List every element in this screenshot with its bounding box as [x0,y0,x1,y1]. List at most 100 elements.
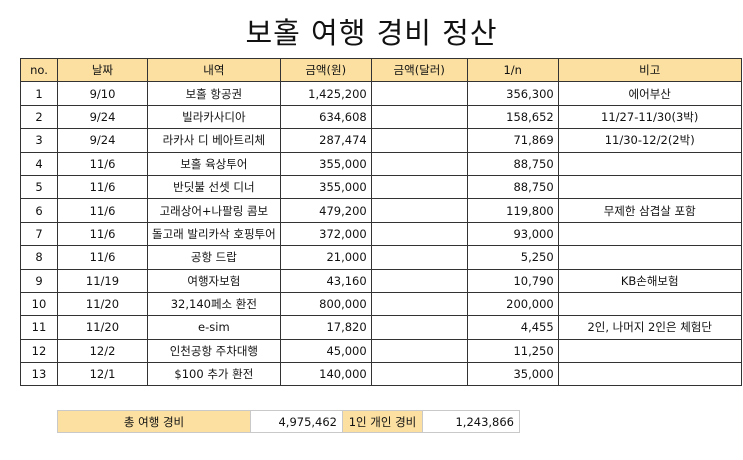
row-date[interactable]: 9/24 [57,104,148,130]
row-amount-usd[interactable] [370,268,468,293]
row-per-person[interactable]: 5,250 [466,245,559,270]
row-note[interactable] [557,151,742,176]
row-description[interactable]: 보홀 육상투어 [147,151,281,176]
row-no[interactable]: 10 [20,291,58,317]
row-amount-usd[interactable] [370,151,468,176]
row-amount-krw[interactable]: 372,000 [279,221,372,247]
row-amount-usd[interactable] [370,315,468,340]
row-amount-krw[interactable]: 479,200 [279,198,372,223]
row-amount-usd[interactable] [370,362,468,387]
row-no[interactable]: 8 [20,245,58,270]
row-note[interactable]: 2인, 나머지 2인은 체험단 [557,315,742,340]
row-date[interactable]: 11/6 [57,151,148,176]
row-no[interactable]: 12 [20,338,58,364]
row-description[interactable]: 고래상어+나팔링 콤보 [147,198,281,223]
row-no[interactable]: 6 [20,198,58,223]
row-amount-krw[interactable]: 355,000 [279,151,372,176]
row-per-person[interactable]: 158,652 [466,104,559,130]
row-date[interactable]: 11/20 [57,315,148,340]
row-amount-krw[interactable]: 355,000 [279,174,372,200]
row-amount-krw[interactable]: 140,000 [279,362,372,387]
row-per-person[interactable]: 119,800 [466,198,559,223]
row-date[interactable]: 11/6 [57,198,148,223]
row-per-person[interactable]: 11,250 [466,338,559,364]
row-description[interactable]: 여행자보험 [147,268,281,293]
per-person-expense-value[interactable]: 1,243,866 [422,410,520,433]
header-per-person[interactable]: 1/n [466,57,559,83]
row-description[interactable]: $100 추가 환전 [147,362,281,387]
row-date[interactable]: 11/19 [57,268,148,293]
row-note[interactable]: 11/27-11/30(3박) [557,104,742,130]
row-no[interactable]: 3 [20,128,58,153]
row-amount-usd[interactable] [370,128,468,153]
row-no[interactable]: 1 [20,81,58,106]
row-per-person[interactable]: 356,300 [466,81,559,106]
row-amount-krw[interactable]: 1,425,200 [279,81,372,106]
row-per-person[interactable]: 93,000 [466,221,559,247]
row-note[interactable]: 무제한 삼겹살 포함 [557,198,742,223]
row-amount-usd[interactable] [370,174,468,200]
row-note[interactable] [557,338,742,364]
row-no[interactable]: 2 [20,104,58,130]
row-no[interactable]: 7 [20,221,58,247]
header-description[interactable]: 내역 [147,57,281,83]
row-no[interactable]: 4 [20,151,58,176]
row-date[interactable]: 11/20 [57,291,148,317]
row-amount-krw[interactable]: 21,000 [279,245,372,270]
header-no[interactable]: no. [20,57,58,83]
row-note[interactable] [557,245,742,270]
row-per-person[interactable]: 35,000 [466,362,559,387]
per-person-expense-label[interactable]: 1인 개인 경비 [342,410,423,433]
row-date[interactable]: 11/6 [57,174,148,200]
header-amount-usd[interactable]: 금액(달러) [370,57,468,83]
total-expense-label[interactable]: 총 여행 경비 [57,410,251,433]
row-amount-usd[interactable] [370,198,468,223]
row-amount-usd[interactable] [370,338,468,364]
row-description[interactable]: 보홀 항공권 [147,81,281,106]
row-description[interactable]: 돌고래 발리카삭 호핑투어 [147,221,281,247]
row-amount-usd[interactable] [370,104,468,130]
row-amount-krw[interactable]: 287,474 [279,128,372,153]
row-description[interactable]: e-sim [147,315,281,340]
row-description[interactable]: 인천공항 주차대행 [147,338,281,364]
row-description[interactable]: 32,140페소 환전 [147,291,281,317]
row-no[interactable]: 9 [20,268,58,293]
row-amount-krw[interactable]: 43,160 [279,268,372,293]
row-no[interactable]: 5 [20,174,58,200]
row-description[interactable]: 공항 드랍 [147,245,281,270]
row-amount-usd[interactable] [370,221,468,247]
row-no[interactable]: 11 [20,315,58,340]
header-date[interactable]: 날짜 [57,57,148,83]
row-date[interactable]: 12/2 [57,338,148,364]
row-note[interactable] [557,221,742,247]
row-note[interactable] [557,291,742,317]
header-amount-krw[interactable]: 금액(원) [279,57,372,83]
row-amount-usd[interactable] [370,291,468,317]
row-amount-krw[interactable]: 45,000 [279,338,372,364]
row-note[interactable]: KB손해보험 [557,268,742,293]
row-description[interactable]: 라카사 디 베아트리체 [147,128,281,153]
row-per-person[interactable]: 88,750 [466,151,559,176]
row-amount-krw[interactable]: 17,820 [279,315,372,340]
row-description[interactable]: 빌라카사디아 [147,104,281,130]
row-note[interactable]: 에어부산 [557,81,742,106]
row-per-person[interactable]: 4,455 [466,315,559,340]
row-per-person[interactable]: 88,750 [466,174,559,200]
row-amount-krw[interactable]: 800,000 [279,291,372,317]
row-per-person[interactable]: 200,000 [466,291,559,317]
row-date[interactable]: 11/6 [57,221,148,247]
row-date[interactable]: 11/6 [57,245,148,270]
row-per-person[interactable]: 10,790 [466,268,559,293]
header-note[interactable]: 비고 [557,57,742,83]
row-date[interactable]: 12/1 [57,362,148,387]
row-amount-krw[interactable]: 634,608 [279,104,372,130]
row-date[interactable]: 9/10 [57,81,148,106]
row-amount-usd[interactable] [370,245,468,270]
row-note[interactable] [557,174,742,200]
row-note[interactable]: 11/30-12/2(2박) [557,128,742,153]
row-date[interactable]: 9/24 [57,128,148,153]
total-expense-value[interactable]: 4,975,462 [250,410,343,433]
row-note[interactable] [557,362,742,387]
row-no[interactable]: 13 [20,362,58,387]
row-description[interactable]: 반딧불 선셋 디너 [147,174,281,200]
